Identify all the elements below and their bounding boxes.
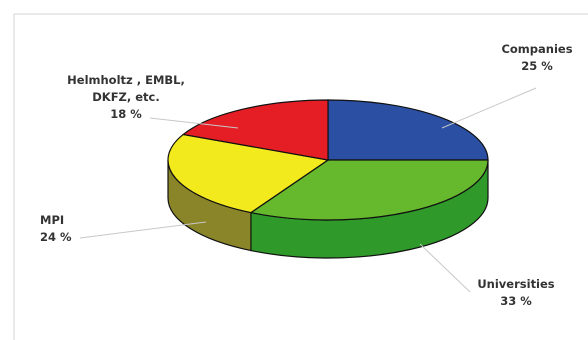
pie-slice-0	[327, 99, 489, 161]
pie-leaders	[79, 87, 537, 293]
slice-value-3: 18 %	[110, 107, 142, 121]
slice-value-1: 33 %	[500, 294, 532, 308]
slice-label-0: Companies	[501, 42, 572, 56]
pie-slice-3	[181, 99, 329, 161]
pie-labels: Companies 25 % Universities 33 % MPI 24 % Helm…	[40, 42, 573, 308]
slice-value-0: 25 %	[521, 59, 553, 73]
pie-slice-1	[249, 159, 489, 221]
pie-top	[167, 99, 489, 221]
leader-line-1	[419, 243, 471, 293]
slice-label-3: DKFZ, etc.	[92, 90, 160, 104]
leader-line-0	[441, 87, 537, 129]
pie-slice-2	[167, 133, 330, 214]
leader-line-3	[149, 117, 239, 129]
slice-value-2: 24 %	[40, 230, 72, 244]
slice-label-3: Helmholtz , EMBL,	[67, 73, 185, 87]
leader-line-2	[79, 221, 207, 239]
slice-label-1: Universities	[477, 277, 554, 291]
slice-label-2: MPI	[40, 213, 64, 227]
